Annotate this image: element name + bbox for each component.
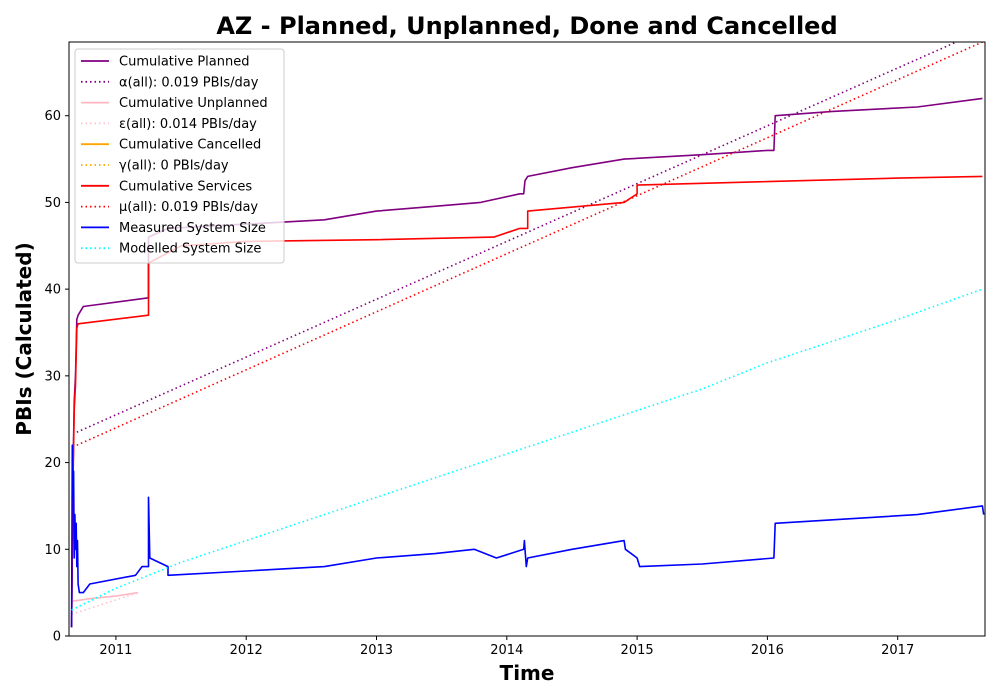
- legend-label: Cumulative Cancelled: [119, 138, 261, 153]
- legend-box: [74, 48, 285, 264]
- series-layer: [70, 42, 985, 628]
- y-tick-label: 60: [44, 109, 61, 124]
- series-line-cumulative-planned: [70, 97, 983, 628]
- y-tick-label: 20: [44, 456, 61, 471]
- x-tick-label: 2012: [230, 643, 263, 658]
- x-axis-label: Time: [500, 661, 555, 685]
- chart-title: AZ - Planned, Unplanned, Done and Cancel…: [216, 12, 837, 40]
- legend-label: γ(all): 0 PBIs/day: [119, 159, 229, 174]
- legend-label: Cumulative Services: [119, 179, 252, 194]
- x-tick-label: 2013: [360, 643, 393, 658]
- x-tick-label: 2014: [490, 643, 523, 658]
- ticks-layer: 2011 2012 2013 2014 2015 2016 2017 0 10 20 30 40 50 6…: [44, 109, 914, 658]
- x-tick-label: 2017: [881, 643, 914, 658]
- y-tick-label: 10: [44, 543, 61, 558]
- x-tick-label: 2015: [621, 643, 654, 658]
- legend-label: Modelled System Size: [119, 242, 261, 257]
- legend-label: Cumulative Planned: [119, 55, 249, 70]
- legend-label: Measured System Size: [119, 221, 266, 236]
- legend-label: α(all): 0.019 PBIs/day: [119, 75, 259, 90]
- series-line-all-0-014-pbis-day: [71, 591, 139, 616]
- series-line-cumulative-services: [70, 175, 983, 628]
- y-axis-label: PBIs (Calculated): [12, 242, 36, 435]
- legend-label: ε(all): 0.014 PBIs/day: [119, 117, 257, 132]
- series-line-measured-system-size: [70, 444, 985, 628]
- legend: Cumulative Planned α(all): 0.019 PBIs/day…: [74, 48, 285, 264]
- x-tick-label: 2016: [751, 643, 784, 658]
- x-tick-label: 2011: [99, 643, 132, 658]
- series-line-cumulative-unplanned: [71, 591, 139, 603]
- y-tick-label: 0: [53, 630, 61, 645]
- y-tick-label: 30: [44, 369, 61, 384]
- series-line-all-0-019-pbis-day: [76, 42, 983, 446]
- legend-label: Cumulative Unplanned: [119, 96, 268, 111]
- y-tick-label: 40: [44, 283, 61, 298]
- plot-frame: [68, 41, 986, 637]
- legend-label: μ(all): 0.019 PBIs/day: [119, 200, 258, 215]
- y-tick-label: 50: [44, 196, 61, 211]
- series-line-all-0-019-pbis-day: [76, 42, 957, 433]
